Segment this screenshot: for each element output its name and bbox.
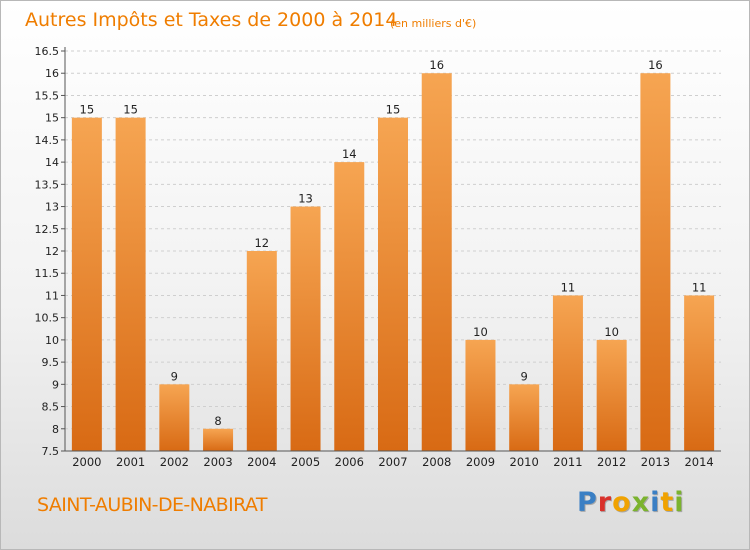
bar-2001 [115, 117, 146, 452]
x-tick-label: 2004 [247, 455, 276, 469]
bar-2008 [421, 73, 452, 451]
data-label: 10 [473, 325, 488, 339]
y-tick-label: 10 [45, 334, 59, 347]
bar-2006 [334, 162, 365, 451]
y-tick-label: 9 [52, 378, 59, 391]
data-label: 9 [171, 369, 178, 383]
data-label: 9 [521, 369, 528, 383]
data-label: 14 [342, 147, 357, 161]
x-tick-label: 2000 [72, 455, 101, 469]
x-tick-label: 2001 [116, 455, 145, 469]
y-tick-label: 12.5 [35, 223, 60, 236]
y-tick-label: 13 [45, 201, 59, 214]
y-tick-label: 8.5 [42, 401, 60, 414]
logo-letter: x [631, 487, 651, 518]
data-label: 10 [604, 325, 619, 339]
y-tick-label: 16 [45, 67, 59, 80]
bar-2013 [640, 73, 671, 451]
y-tick-label: 11.5 [35, 267, 60, 280]
bar-2011 [552, 295, 583, 451]
x-tick-label: 2011 [553, 455, 582, 469]
y-tick-label: 8 [52, 423, 59, 436]
data-label: 13 [298, 192, 313, 206]
logo-letter: i [650, 487, 661, 518]
x-tick-label: 2006 [335, 455, 364, 469]
x-tick-label: 2012 [597, 455, 626, 469]
data-label: 15 [123, 103, 138, 117]
bar-2002 [159, 384, 190, 451]
y-tick-label: 12 [45, 245, 59, 258]
logo-letter: o [612, 487, 632, 518]
x-tick-label: 2008 [422, 455, 451, 469]
y-tick-label: 10.5 [35, 312, 60, 325]
x-tick-label: 2002 [160, 455, 189, 469]
bar-2004 [246, 251, 277, 451]
x-tick-label: 2010 [510, 455, 539, 469]
y-tick-label: 14.5 [35, 134, 60, 147]
x-tick-label: 2005 [291, 455, 320, 469]
x-tick-label: 2009 [466, 455, 495, 469]
logo-letter: P [577, 487, 598, 518]
data-label: 8 [214, 414, 221, 428]
data-label: 11 [692, 280, 707, 294]
chart-subtitle: (en milliers d'€) [390, 17, 476, 30]
bar-2000 [71, 117, 102, 452]
logo-letter: t [660, 487, 675, 518]
bar-2009 [465, 339, 496, 451]
y-axis: 7.5 8 8.5 9 9.5 10 10.5 11 11.5 12 12.5 13 13.5 14 14.… [35, 45, 66, 458]
y-tick-label: 11 [45, 289, 59, 302]
x-tick-label: 2003 [203, 455, 232, 469]
y-tick-label: 16.5 [35, 45, 60, 58]
x-tick-label: 2007 [378, 455, 407, 469]
y-tick-label: 15.5 [35, 89, 60, 102]
x-tick-label: 2013 [641, 455, 670, 469]
bar-2007 [378, 117, 408, 452]
data-label: 12 [254, 236, 269, 250]
logo-letter: r [597, 487, 613, 518]
y-tick-label: 14 [45, 156, 59, 169]
bar-2012 [596, 339, 627, 451]
data-label: 15 [386, 103, 401, 117]
bar-2005 [290, 206, 321, 451]
y-tick-label: 9.5 [42, 356, 60, 369]
y-tick-label: 15 [45, 112, 59, 125]
x-tick-label: 2014 [684, 455, 713, 469]
bar-2003 [203, 428, 234, 451]
data-label: 15 [80, 103, 95, 117]
y-tick-label: 7.5 [42, 445, 60, 458]
bar-2010 [509, 384, 540, 451]
proxiti-logo: Proxiti [577, 487, 685, 518]
data-label: 16 [648, 58, 663, 72]
data-label: 11 [561, 280, 576, 294]
bars: 15 15 9 8 12 13 14 15 16 10 9 11 10 16 11 [71, 58, 715, 452]
chart-title: Autres Impôts et Taxes de 2000 à 2014 [25, 9, 398, 31]
x-axis: 2000 2001 2002 2003 2004 2005 2006 2007 2008 2009… [65, 450, 721, 469]
bar-2014 [684, 295, 715, 451]
y-tick-label: 13.5 [35, 178, 60, 191]
logo-letter: i [674, 487, 685, 518]
commune-name: SAINT-AUBIN-DE-NABIRAT [37, 494, 267, 516]
data-label: 16 [429, 58, 444, 72]
